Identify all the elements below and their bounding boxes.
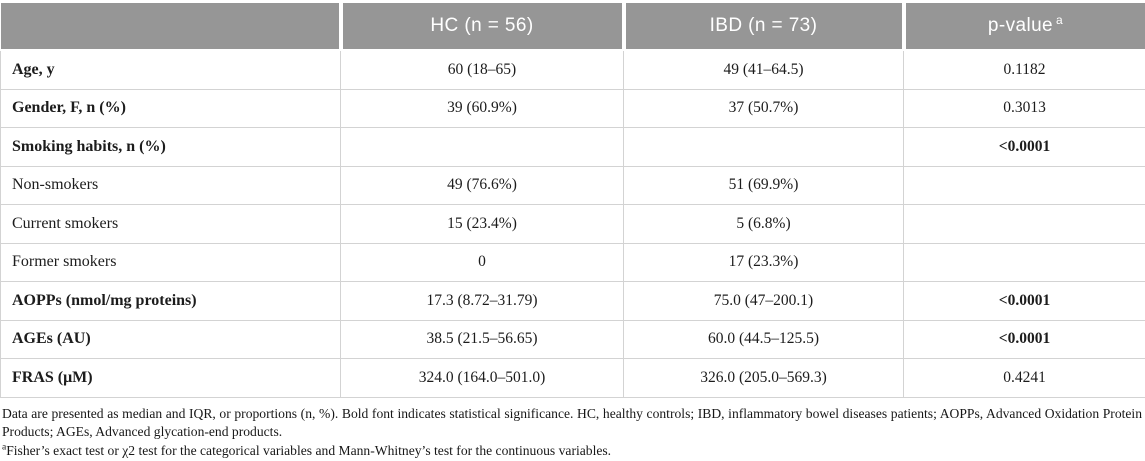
hc-value-cell: 38.5 (21.5–56.65) bbox=[340, 319, 624, 359]
row-label-cell: Former smokers bbox=[0, 242, 341, 282]
ibd-value-cell: 51 (69.9%) bbox=[623, 165, 904, 205]
p-value-cell: <0.0001 bbox=[903, 281, 1145, 321]
row-label-cell: AOPPs (nmol/mg proteins) bbox=[0, 281, 341, 321]
ibd-value-cell: 326.0 (205.0–569.3) bbox=[623, 358, 904, 398]
footnote-data-description: Data are presented as median and IQR, or… bbox=[2, 405, 1142, 440]
ibd-value-cell bbox=[623, 127, 904, 167]
p-value-cell: <0.0001 bbox=[903, 127, 1145, 167]
ibd-value-cell: 75.0 (47–200.1) bbox=[623, 281, 904, 321]
ibd-value-cell: 49 (41–64.5) bbox=[623, 50, 904, 90]
hc-value-cell: 39 (60.9%) bbox=[340, 88, 624, 128]
footnote-statistical-tests-text: Fisher’s exact test or χ2 test for the c… bbox=[6, 442, 612, 458]
table-row: AOPPs (nmol/mg proteins) 17.3 (8.72–31.79… bbox=[0, 281, 1145, 321]
hc-value-cell: 49 (76.6%) bbox=[340, 165, 624, 205]
p-value-cell: 0.4241 bbox=[903, 358, 1145, 398]
table-row: Former smokers 0 17 (23.3%) bbox=[0, 242, 1145, 282]
hc-value-cell: 0 bbox=[340, 242, 624, 282]
ibd-value-cell: 60.0 (44.5–125.5) bbox=[623, 319, 904, 359]
header-row: HC (n = 56) IBD (n = 73) p-value a bbox=[0, 0, 1145, 51]
table-body: Age, y 60 (18–65) 49 (41–64.5) 0.1182 Gender… bbox=[0, 50, 1145, 398]
p-value-cell bbox=[903, 165, 1145, 205]
table-footnotes: Data are presented as median and IQR, or… bbox=[0, 398, 1145, 461]
p-value-cell bbox=[903, 204, 1145, 244]
row-label-cell: AGEs (AU) bbox=[0, 319, 341, 359]
table-row: Smoking habits, n (%) <0.0001 bbox=[0, 127, 1145, 167]
table-row: Non-smokers 49 (76.6%) 51 (69.9%) bbox=[0, 165, 1145, 205]
ibd-value-cell: 37 (50.7%) bbox=[623, 88, 904, 128]
footnote-statistical-tests: aFisher’s exact test or χ2 test for the … bbox=[2, 442, 1142, 461]
hc-value-cell: 15 (23.4%) bbox=[340, 204, 624, 244]
row-label-cell: Gender, F, n (%) bbox=[0, 88, 341, 128]
hc-value-cell: 17.3 (8.72–31.79) bbox=[340, 281, 624, 321]
p-value-cell: <0.0001 bbox=[903, 319, 1145, 359]
table-row: Age, y 60 (18–65) 49 (41–64.5) 0.1182 bbox=[0, 50, 1145, 90]
ibd-value-cell: 5 (6.8%) bbox=[623, 204, 904, 244]
table-row: AGEs (AU) 38.5 (21.5–56.65) 60.0 (44.5–125… bbox=[0, 319, 1145, 359]
row-label-cell: Smoking habits, n (%) bbox=[0, 127, 341, 167]
hc-value-cell: 324.0 (164.0–501.0) bbox=[340, 358, 624, 398]
header-pvalue-cell: p-value a bbox=[901, 0, 1145, 51]
table-row: Gender, F, n (%) 39 (60.9%) 37 (50.7%) 0.30… bbox=[0, 88, 1145, 128]
pvalue-header-label: p-value bbox=[987, 15, 1054, 36]
row-label-cell: Non-smokers bbox=[0, 165, 341, 205]
p-value-cell: 0.1182 bbox=[903, 50, 1145, 90]
row-label-cell: FRAS (μM) bbox=[0, 358, 341, 398]
p-value-cell bbox=[903, 242, 1145, 282]
footnote-superscript-a: a bbox=[2, 441, 7, 452]
row-label-cell: Current smokers bbox=[0, 204, 341, 244]
hc-value-cell: 60 (18–65) bbox=[340, 50, 624, 90]
hc-value-cell bbox=[340, 127, 624, 167]
header-ibd-cell: IBD (n = 73) bbox=[621, 0, 904, 51]
pvalue-header-superscript: a bbox=[1056, 12, 1064, 27]
header-hc-cell: HC (n = 56) bbox=[338, 0, 624, 51]
row-label-cell: Age, y bbox=[0, 50, 341, 90]
table-row: FRAS (μM) 324.0 (164.0–501.0) 326.0 (205.0… bbox=[0, 358, 1145, 398]
p-value-cell: 0.3013 bbox=[903, 88, 1145, 128]
cohort-characteristics-table: HC (n = 56) IBD (n = 73) p-value a Age, y… bbox=[0, 0, 1145, 398]
ibd-value-cell: 17 (23.3%) bbox=[623, 242, 904, 282]
table-row: Current smokers 15 (23.4%) 5 (6.8%) bbox=[0, 204, 1145, 244]
header-empty-cell bbox=[0, 0, 341, 51]
